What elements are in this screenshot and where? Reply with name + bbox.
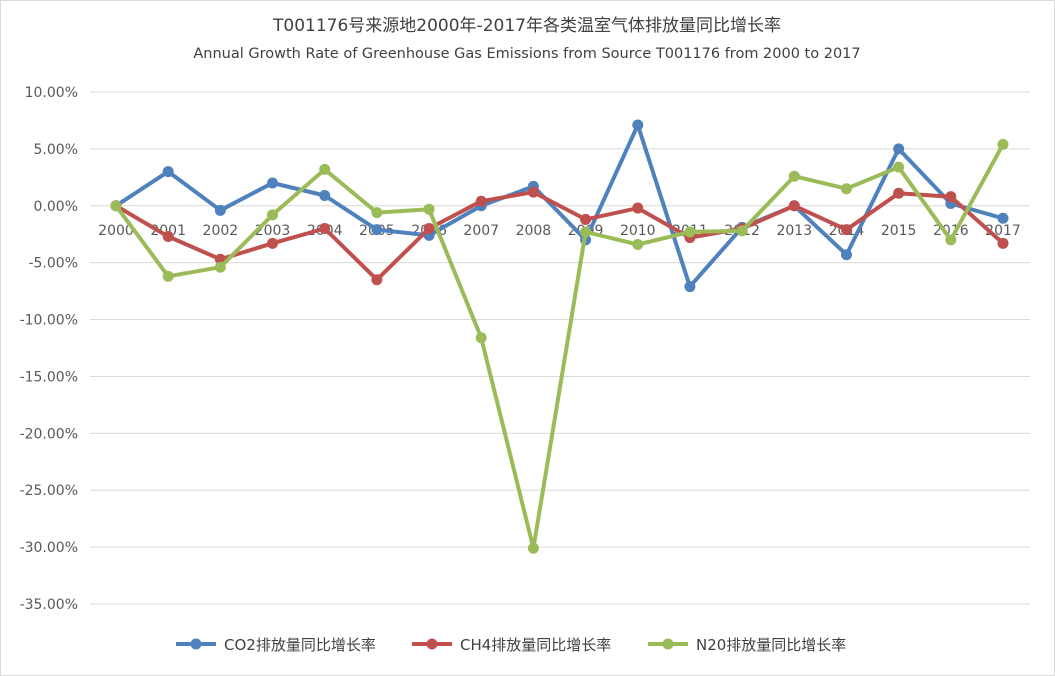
y-tick-label: -20.00% [20,426,78,442]
legend-label: CH4排放量同比增长率 [460,636,611,654]
data-point [632,202,644,214]
x-axis-labels: 2000200120022003200420052006200720082009… [98,223,1021,239]
y-axis-labels: 10.00% 5.00% 0.00% -5.00% -10.00% -15.00% -20.… [20,85,78,613]
legend-item: CO2排放量同比增长率 [176,636,376,654]
x-tick-label: 2007 [463,223,499,239]
series-lines [110,119,1009,554]
data-point [736,225,748,237]
data-point [475,332,487,344]
data-point [214,204,226,216]
data-point [893,143,905,155]
data-point [319,223,331,235]
data-point [371,274,383,286]
y-tick-label: -30.00% [20,540,78,556]
y-tick-label: 5.00% [34,142,78,158]
data-point [840,183,852,195]
chart-subtitle: Annual Growth Rate of Greenhouse Gas Emi… [193,46,860,62]
data-point [162,270,174,282]
legend-label: CO2排放量同比增长率 [224,636,376,654]
y-tick-label: 0.00% [34,199,78,215]
x-tick-label: 2008 [516,223,552,239]
series-3 [110,138,1009,554]
y-tick-label: -35.00% [20,597,78,613]
x-tick-label: 2001 [150,223,186,239]
data-point [945,234,957,246]
legend-item: N20排放量同比增长率 [648,636,846,654]
x-tick-label: 2002 [203,223,239,239]
data-point [371,207,383,219]
data-point [684,281,696,293]
data-point [893,187,905,199]
y-tick-label: -25.00% [20,483,78,499]
legend-swatch-marker [190,638,202,650]
y-tick-label: -10.00% [20,313,78,329]
data-point [423,223,435,235]
data-point [162,166,174,178]
data-point [527,186,539,198]
data-point [945,191,957,203]
legend-label: N20排放量同比增长率 [696,636,846,654]
data-point [684,226,696,238]
x-tick-label: 2003 [255,223,291,239]
x-tick-label: 2000 [98,223,134,239]
legend-item: CH4排放量同比增长率 [412,636,611,654]
data-point [319,190,331,202]
chart-title: T001176号来源地2000年-2017年各类温室气体排放量同比增长率 [272,16,781,36]
data-point [267,237,279,249]
series-line [114,123,1005,289]
data-point [632,238,644,250]
data-point [580,226,592,238]
data-point [632,119,644,131]
data-point [580,213,592,225]
series-line [114,142,1005,551]
data-point [110,200,122,212]
legend-swatch-marker [426,638,438,650]
data-point [788,170,800,182]
data-point [319,163,331,175]
x-tick-label: 2015 [881,223,917,239]
data-point [214,261,226,273]
data-point [997,138,1009,150]
data-point [267,177,279,189]
legend: CO2排放量同比增长率 CH4排放量同比增长率 N20排放量同比增长率 [176,636,846,654]
data-point [371,224,383,236]
y-tick-label: 10.00% [25,85,78,101]
y-tick-label: -5.00% [28,256,78,272]
data-point [475,195,487,207]
data-point [840,224,852,236]
x-tick-label: 2013 [776,223,812,239]
data-point [162,230,174,242]
data-point [527,542,539,554]
data-point [997,237,1009,249]
data-point [840,249,852,261]
data-point [788,200,800,212]
data-point [893,161,905,173]
data-point [423,203,435,215]
y-tick-label: -15.00% [20,369,78,385]
legend-swatch-marker [662,638,674,650]
x-tick-label: 2010 [620,223,656,239]
data-point [267,209,279,221]
gridlines [90,91,1030,605]
data-point [997,212,1009,224]
series-line [114,190,1005,282]
